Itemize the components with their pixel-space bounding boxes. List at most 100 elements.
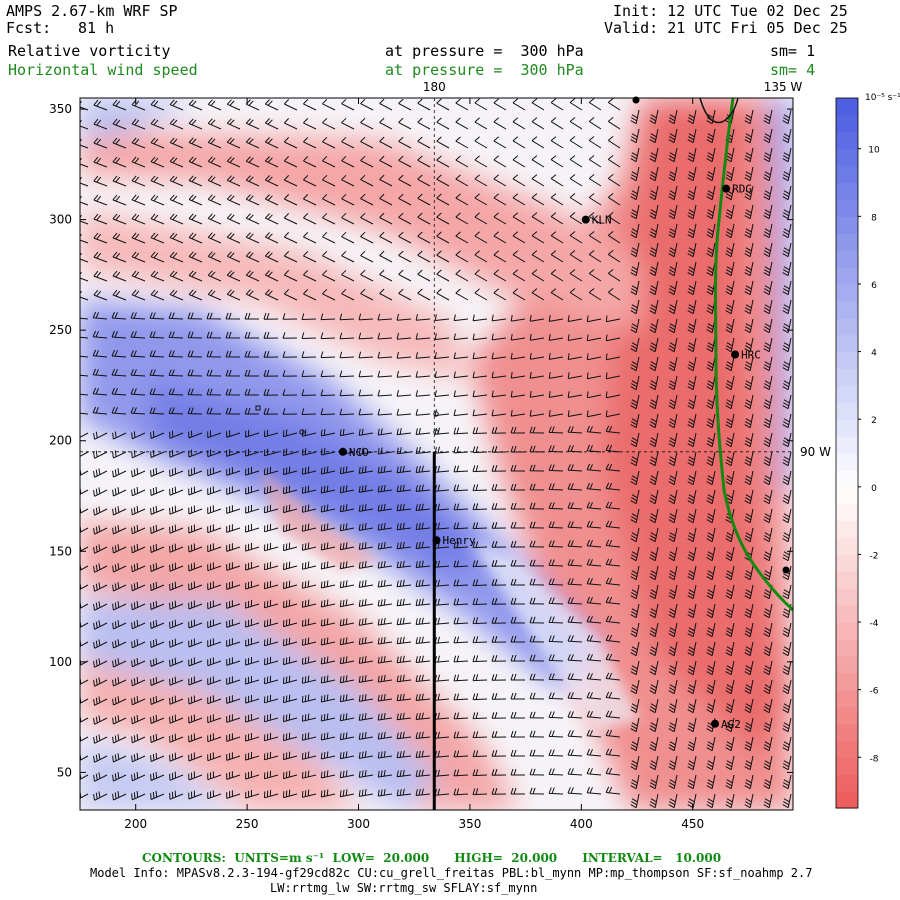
wind-barb: [548, 578, 564, 586]
wind-barb: [493, 231, 507, 244]
wind-barb: [169, 289, 184, 301]
wind-barb: [474, 231, 488, 244]
wind-barb: [341, 117, 355, 130]
wind-barb: [150, 638, 165, 648]
wind-barb: [567, 597, 583, 605]
wind-barb: [706, 261, 716, 277]
wind-barb: [706, 280, 716, 296]
wind-barb: [264, 656, 279, 666]
wind-barb: [649, 299, 659, 315]
wind-barb: [303, 289, 317, 301]
colorbar-segment: [836, 740, 858, 758]
wind-barb: [491, 446, 507, 453]
wind-barb: [567, 391, 583, 398]
wind-barb: [150, 118, 165, 130]
wind-barb: [472, 617, 488, 625]
wind-barb: [782, 603, 792, 619]
colorbar-label: 6: [871, 281, 877, 291]
wind-barb: [567, 464, 583, 472]
wind-barb: [150, 449, 165, 458]
wind-barb: [322, 155, 336, 168]
wind-barb: [226, 695, 241, 704]
wind-barb: [339, 485, 355, 494]
wind-barb: [112, 194, 127, 206]
wind-barb: [630, 375, 640, 391]
wind-barb: [744, 299, 754, 315]
wind-barb: [567, 749, 583, 757]
colorbar-segment: [836, 706, 858, 725]
wind-barb: [472, 674, 488, 682]
wind-barb: [150, 695, 165, 705]
wind-barb: [586, 539, 602, 548]
wind-barb: [188, 430, 203, 439]
wind-barb: [649, 337, 659, 353]
wind-barb: [93, 506, 108, 516]
wind-barb: [586, 482, 602, 491]
wind-barb: [668, 261, 678, 277]
wind-barb: [207, 543, 222, 553]
wind-barb: [415, 693, 431, 701]
colorbar-label: 10: [868, 146, 880, 156]
corner-label: 135 W: [764, 80, 803, 94]
wind-barb: [706, 394, 716, 410]
wind-barb: [358, 732, 374, 740]
wind-barb: [472, 484, 488, 492]
wind-barb: [586, 577, 602, 586]
wind-barb: [339, 523, 355, 532]
wind-barb: [586, 501, 602, 510]
wind-barb: [415, 712, 431, 720]
wind-barb: [207, 430, 222, 439]
wind-barb: [187, 312, 203, 320]
wind-barb: [649, 356, 659, 372]
wind-barb: [607, 231, 621, 244]
wind-barb: [588, 288, 602, 301]
wind-barb: [93, 753, 108, 763]
wind-barb: [188, 251, 203, 263]
wind-barb: [93, 677, 108, 687]
wind-barb: [206, 407, 222, 415]
wind-barb: [630, 337, 640, 353]
wind-barb: [725, 793, 735, 809]
wind-barb: [188, 486, 203, 496]
wind-barb: [782, 527, 792, 543]
wind-barb: [567, 353, 583, 360]
wind-barb: [630, 793, 640, 809]
wind-barb: [80, 544, 89, 552]
wind-barb: [169, 194, 184, 206]
wind-barb: [112, 772, 127, 782]
wind-barb: [264, 618, 279, 628]
wind-barb: [244, 369, 259, 377]
wind-barb: [436, 288, 450, 301]
wind-barb: [512, 231, 526, 244]
wind-barb: [93, 99, 108, 111]
wind-barb: [529, 390, 545, 398]
model-title: AMPS 2.67-km WRF SP: [6, 2, 178, 20]
wind-barb: [264, 137, 279, 149]
wind-barb: [605, 691, 621, 700]
wind-barb: [207, 156, 222, 168]
wind-barb: [491, 333, 507, 341]
wind-barb: [548, 768, 564, 776]
wind-barb: [93, 137, 108, 149]
wind-barb: [131, 505, 146, 516]
wind-barb: [80, 432, 89, 438]
wind-barb: [320, 637, 336, 646]
wind-barb: [550, 117, 564, 130]
wind-barb: [725, 337, 735, 353]
wind-barb: [782, 679, 792, 695]
wind-barb: [207, 194, 222, 206]
wind-barb: [396, 598, 412, 607]
wind-barb: [263, 407, 279, 415]
y-tick-label: 150: [49, 544, 72, 558]
wind-barb: [630, 451, 640, 467]
wind-barb: [472, 560, 488, 568]
wind-barb: [548, 410, 564, 417]
wind-barb: [763, 451, 773, 467]
wind-barb: [493, 288, 507, 301]
wind-barb: [131, 251, 146, 263]
wind-barb: [187, 369, 203, 377]
wind-barb: [706, 223, 716, 239]
wind-barb: [282, 313, 298, 320]
wind-barb: [436, 117, 450, 130]
wind-barb: [226, 676, 241, 685]
